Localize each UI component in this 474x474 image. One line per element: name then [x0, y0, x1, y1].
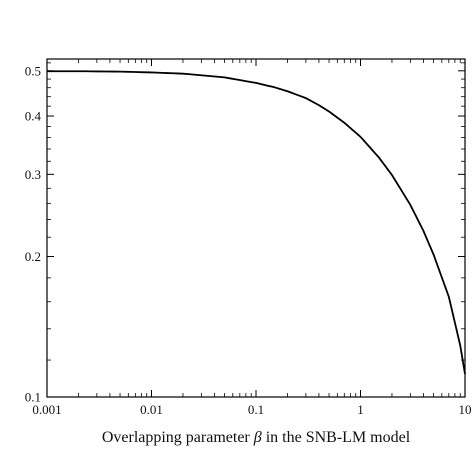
x-tick-label: 0.01 — [140, 402, 163, 417]
y-tick-label: 0.5 — [25, 63, 41, 78]
x-axis-title: Overlapping parameter β in the SNB-LM mo… — [102, 429, 411, 446]
x-tick-label: 10 — [459, 402, 472, 417]
x-tick-label: 0.001 — [32, 402, 61, 417]
plot-frame — [46, 58, 466, 398]
y-tick-label: 0.1 — [25, 390, 41, 405]
x-tick-label: 0.1 — [248, 402, 264, 417]
series-line — [47, 70, 466, 375]
x-axis-ticks: 0.001 0.01 0.1 1 10 — [32, 59, 472, 417]
y-tick-label: 0.3 — [25, 167, 41, 182]
y-tick-label: 0.4 — [25, 109, 42, 124]
y-tick-label: 0.2 — [25, 249, 41, 264]
x-tick-label: 1 — [357, 402, 364, 417]
y-axis-ticks: 0.1 0.2 0.3 0.4 0.5 — [25, 62, 465, 405]
